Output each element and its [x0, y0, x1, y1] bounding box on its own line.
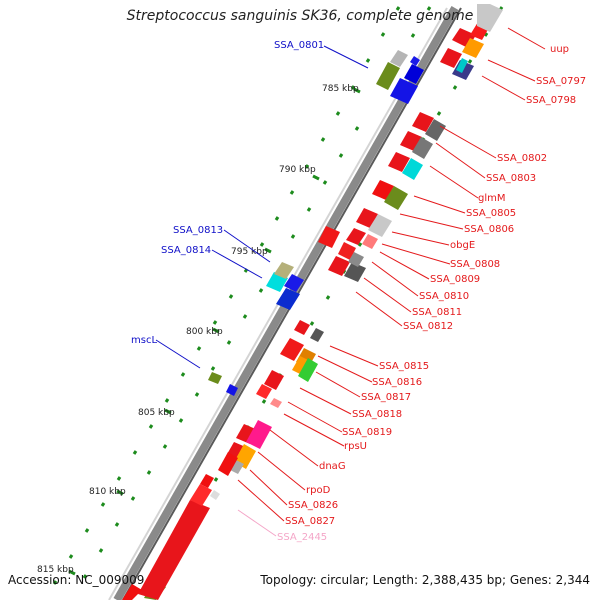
gene-arrow — [200, 474, 214, 488]
middle-tick-ring — [82, 6, 432, 579]
gene-arrow — [226, 384, 238, 396]
gene-arrow — [218, 452, 238, 476]
gene-box — [246, 420, 272, 449]
scale-label: 795 kbp — [231, 247, 268, 257]
gene-arrow — [318, 226, 340, 248]
forward-strand-genes — [122, 50, 424, 600]
accession-label: Accession: NC_009009 — [8, 573, 145, 587]
gene-label-ssa-0816: SSA_0816 — [372, 377, 422, 388]
map-title: Streptococcus sanguinis SK36, complete g… — [126, 8, 474, 24]
left-leader-lines — [155, 45, 369, 369]
gene-arrow — [412, 112, 434, 132]
right-gene-labels: uup SSA_0797 SSA_0798 SSA_0802 SSA_0803 … — [277, 44, 586, 543]
gene-label-dnag: dnaG — [319, 461, 346, 472]
scale-label: 815 kbp — [37, 565, 74, 575]
gene-box — [208, 372, 222, 384]
gene-label-ssa-0805: SSA_0805 — [466, 208, 516, 219]
scale-label: 805 kbp — [138, 408, 175, 418]
gene-arrow — [328, 256, 350, 276]
gene-label-ssa-0802: SSA_0802 — [497, 153, 547, 164]
gene-arrow — [276, 288, 300, 310]
scale-label: 790 kbp — [279, 165, 316, 175]
gene-label-ssa-0826: SSA_0826 — [288, 500, 338, 511]
gene-arrow — [294, 320, 310, 335]
gene-label-ssa-0808: SSA_0808 — [450, 259, 500, 270]
gene-label-ssa-0819: SSA_0819 — [342, 427, 392, 438]
gene-label-obge: obgE — [450, 240, 475, 251]
gene-label-ssa-0817: SSA_0817 — [361, 392, 411, 403]
gene-label-ssa-0798: SSA_0798 — [526, 95, 576, 106]
gene-label-ssa-0813: SSA_0813 — [173, 225, 223, 236]
gene-box — [402, 158, 423, 180]
gene-arrow — [404, 64, 424, 84]
gene-arrow — [440, 48, 462, 68]
right-leader-lines — [237, 27, 546, 522]
gene-label-ssa-0818: SSA_0818 — [352, 409, 402, 420]
gene-label-ssa-0797: SSA_0797 — [536, 76, 586, 87]
gene-box — [298, 358, 318, 382]
gene-box — [362, 234, 378, 249]
gene-arrow — [390, 78, 418, 104]
gene-box — [376, 62, 400, 90]
gene-label-uup: uup — [550, 44, 569, 55]
reverse-strand-genes — [144, 4, 503, 600]
gene-label-ssa-0812: SSA_0812 — [403, 321, 453, 332]
gene-box — [477, 4, 503, 32]
gene-label-rpod: rpoD — [306, 485, 331, 496]
gene-label-ssa-2445: SSA_2445 — [277, 532, 327, 543]
gene-box — [292, 356, 308, 374]
scale-label: 785 kbp — [322, 84, 359, 94]
gene-arrow — [256, 384, 272, 399]
gene-label-ssa-0806: SSA_0806 — [464, 224, 514, 235]
gene-box — [368, 214, 392, 237]
gene-label-ssa-0810: SSA_0810 — [419, 291, 469, 302]
topology-label: Topology: circular; Length: 2,388,435 bp… — [260, 573, 590, 587]
gene-label-ssa-0803: SSA_0803 — [486, 173, 536, 184]
gene-arrow — [388, 152, 410, 172]
gene-box — [230, 460, 244, 474]
gene-box — [274, 262, 294, 279]
gene-label-ssa-0827: SSA_0827 — [285, 516, 335, 527]
gene-label-rpsu: rpsU — [344, 441, 367, 452]
gene-arrow — [284, 274, 304, 292]
gene-label-glmm: glmM — [478, 193, 506, 204]
gene-box — [456, 58, 468, 73]
gene-box — [412, 137, 433, 159]
left-gene-labels: SSA_0801 SSA_0813 SSA_0814 mscL — [131, 40, 324, 346]
gene-arrow — [138, 500, 210, 600]
scale-ticks — [68, 87, 361, 576]
gene-arrow — [190, 484, 212, 506]
gene-box — [348, 252, 364, 267]
gene-box — [122, 584, 142, 600]
gene-box — [462, 38, 484, 58]
faded-leader-line — [237, 509, 277, 537]
gene-label-ssa-0811: SSA_0811 — [412, 307, 462, 318]
gene-box — [344, 262, 366, 282]
gene-arrow — [280, 338, 304, 361]
gene-box — [425, 119, 446, 141]
gene-arrow — [346, 228, 366, 245]
scale-labels: 785 kbp 790 kbp 795 kbp 800 kbp 805 kbp … — [37, 84, 359, 575]
gene-box — [310, 328, 324, 342]
gene-box — [390, 50, 408, 67]
gene-box — [270, 398, 282, 408]
gene-arrow — [264, 370, 284, 390]
scale-label: 810 kbp — [89, 487, 126, 497]
scale-label: 800 kbp — [186, 327, 223, 337]
gene-box — [410, 56, 420, 66]
gene-box — [384, 186, 408, 210]
gene-label-ssa-0809: SSA_0809 — [430, 274, 480, 285]
gene-box — [210, 490, 220, 500]
gene-arrow — [338, 242, 356, 260]
gene-label-mscl: mscL — [131, 335, 157, 346]
gene-label-ssa-0815: SSA_0815 — [379, 361, 429, 372]
outer-tick-ring — [52, 6, 401, 585]
gene-label-ssa-0801: SSA_0801 — [274, 40, 324, 51]
gene-label-ssa-0814: SSA_0814 — [161, 245, 211, 256]
